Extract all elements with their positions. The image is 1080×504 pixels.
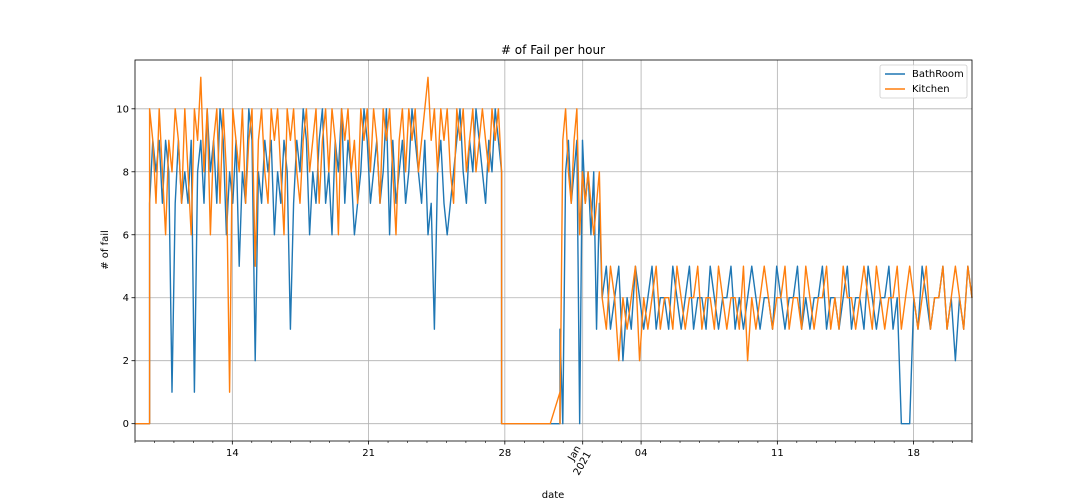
x-tick-label: 18 [907, 448, 920, 459]
y-tick-label: 2 [123, 356, 129, 367]
x-tick-label: 04 [635, 448, 648, 459]
y-tick-label: 6 [123, 230, 129, 241]
y-axis-title: # of fail [100, 230, 111, 270]
x-tick-label: 11 [771, 448, 784, 459]
legend-label-kitchen: Kitchen [912, 84, 950, 95]
y-axis-ticks: 0 2 4 6 8 10 [116, 104, 135, 430]
series-line-kitchen [135, 76, 973, 425]
legend-label-bathroom: BathRoom [912, 69, 964, 80]
legend: BathRoom Kitchen [879, 64, 968, 99]
x-axis-title: date [542, 490, 565, 501]
series-lines [135, 76, 973, 425]
y-tick-label: 8 [123, 167, 129, 178]
y-tick-label: 4 [123, 293, 129, 304]
series-line-bathroom [135, 108, 973, 425]
y-tick-label: 0 [123, 419, 129, 430]
chart-title: # of Fail per hour [501, 43, 605, 57]
plot-frame [134, 59, 973, 442]
y-tick-label: 10 [116, 104, 129, 115]
x-tick-label: 14 [226, 448, 239, 459]
x-tick-label: 28 [498, 448, 511, 459]
x-tick-label: 21 [362, 448, 375, 459]
